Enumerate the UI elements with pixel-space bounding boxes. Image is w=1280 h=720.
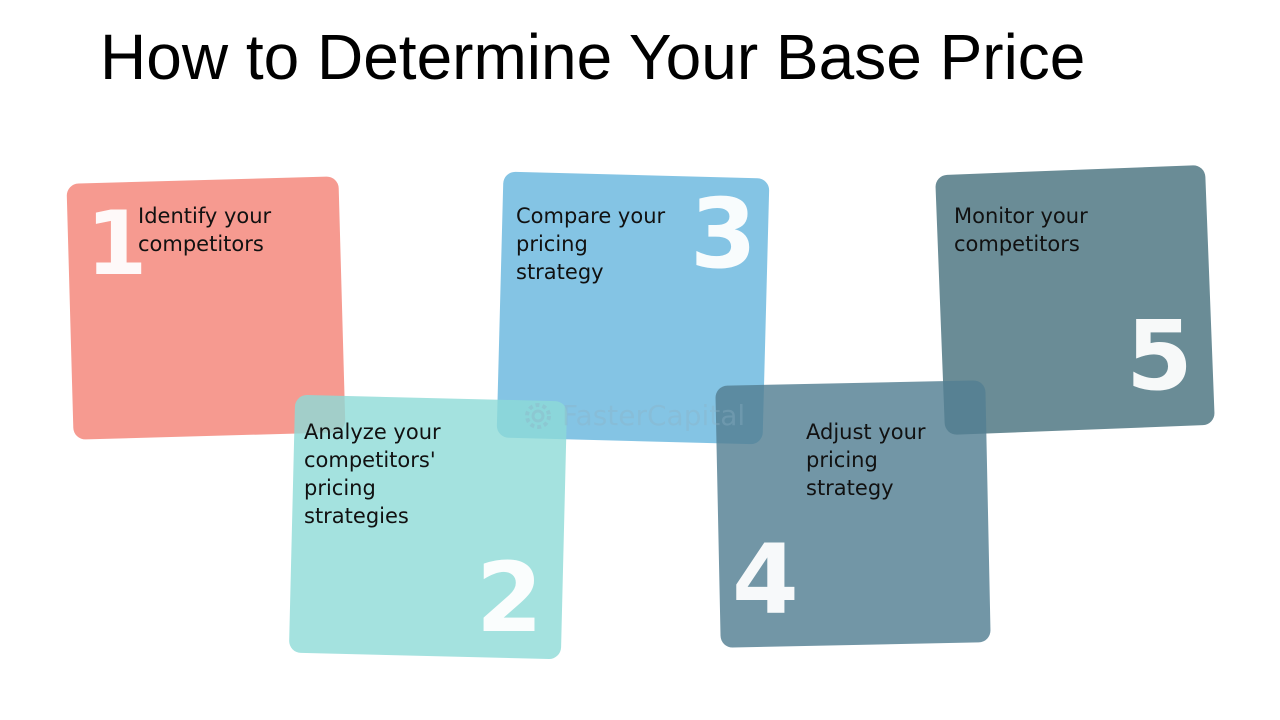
step-4-label: Adjust your pricing strategy (806, 420, 926, 500)
watermark: FasterCapital (522, 394, 762, 438)
page-title: How to Determine Your Base Price (100, 21, 1086, 93)
step-4-number: 4 (732, 524, 799, 636)
step-1-number: 1 (86, 192, 148, 295)
watermark-text: FasterCapital (562, 399, 746, 432)
step-1-label: Identify your competitors (138, 204, 272, 256)
step-5-label: Monitor your competitors (954, 204, 1088, 256)
gear-logo-icon (525, 403, 551, 429)
step-2-label: Analyze your competitors' pricing strate… (304, 420, 441, 528)
step-5-number: 5 (1126, 300, 1193, 412)
step-2-number: 2 (476, 542, 543, 654)
step-3-number: 3 (690, 178, 757, 290)
step-3-label: Compare your pricing strategy (516, 204, 666, 284)
